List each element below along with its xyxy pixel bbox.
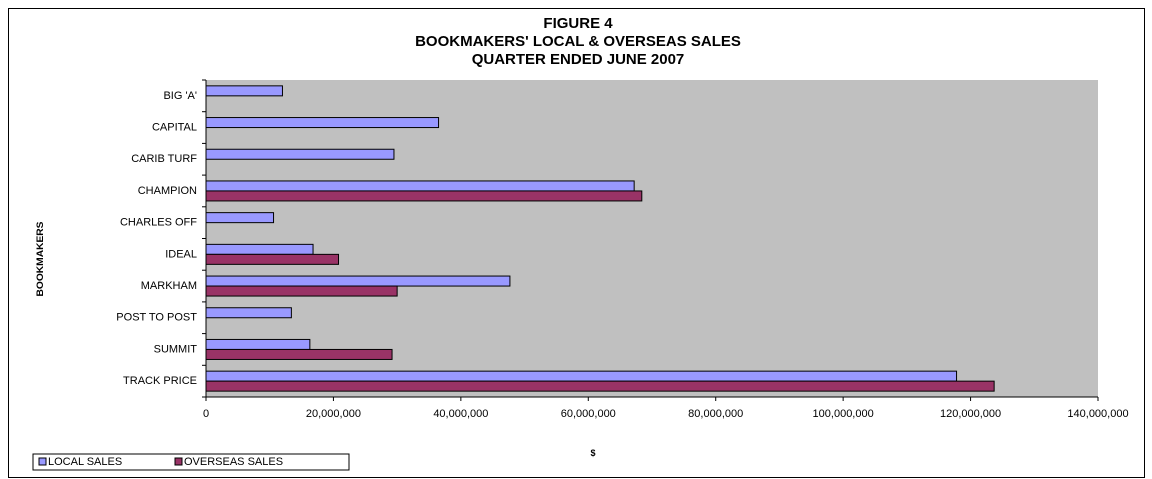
chart-title-line-3: QUARTER ENDED JUNE 2007	[472, 51, 685, 68]
y-axis-title: BOOKMAKERS	[35, 222, 45, 297]
category-label: CAPITAL	[152, 121, 197, 133]
x-tick-label: 120,000,000	[940, 408, 1001, 420]
x-tick-label: 20,000,000	[306, 408, 361, 420]
chart-title-line-2: BOOKMAKERS' LOCAL & OVERSEAS SALES	[415, 33, 741, 50]
bar-local-6	[205, 275, 511, 287]
legend-label-overseas: OVERSEAS SALES	[184, 456, 283, 468]
bar-local-5	[205, 243, 314, 255]
y-axis: BIG 'A' CAPITAL CARIB TURF CHAMPION CHARLES …	[116, 79, 207, 398]
bar-overseas-6	[205, 285, 398, 297]
bars-group	[205, 85, 995, 392]
x-tick-label: 80,000,000	[688, 408, 743, 420]
bar-local-7	[205, 307, 292, 319]
category-label: IDEAL	[165, 248, 197, 260]
category-label: SUMMIT	[154, 343, 198, 355]
category-label: BIG 'A'	[163, 90, 197, 102]
category-label: CHAMPION	[138, 185, 197, 197]
bar-local-8	[205, 338, 311, 350]
chart-title-line-1: FIGURE 4	[543, 15, 613, 32]
x-tick-label: 60,000,000	[561, 408, 616, 420]
chart-title: FIGURE 4 BOOKMAKERS' LOCAL & OVERSEAS SA…	[415, 15, 741, 68]
bar-overseas-9	[205, 380, 995, 392]
x-tick-label: 0	[203, 408, 209, 420]
category-label: CHARLES OFF	[120, 217, 197, 229]
category-label: MARKHAM	[141, 280, 197, 292]
bar-overseas-3	[205, 190, 643, 202]
category-label: TRACK PRICE	[123, 375, 197, 387]
legend: LOCAL SALES OVERSEAS SALES	[32, 453, 350, 471]
x-axis-title: $	[590, 448, 595, 458]
x-tick-label: 40,000,000	[433, 408, 488, 420]
category-label: POST TO POST	[116, 312, 197, 324]
chart-svg: FIGURE 4 BOOKMAKERS' LOCAL & OVERSEAS SA…	[32, 15, 1129, 471]
legend-label-local: LOCAL SALES	[48, 456, 122, 468]
bar-overseas-8	[205, 348, 393, 360]
bar-local-3	[205, 180, 635, 192]
bar-local-9	[205, 370, 958, 382]
x-tick-label: 100,000,000	[813, 408, 874, 420]
bar-local-4	[205, 212, 275, 224]
plot-area	[206, 80, 1098, 397]
bar-overseas-5	[205, 253, 340, 265]
chart-frame: FIGURE 4 BOOKMAKERS' LOCAL & OVERSEAS SA…	[8, 8, 1145, 478]
category-label: CARIB TURF	[131, 153, 197, 165]
bar-local-1	[205, 117, 440, 129]
x-tick-label: 140,000,000	[1067, 408, 1128, 420]
legend-swatch-local	[38, 457, 47, 466]
legend-swatch-overseas	[174, 457, 183, 466]
bar-local-2	[205, 148, 395, 160]
bar-local-0	[205, 85, 283, 97]
x-axis: 0 20,000,000 40,000,000 60,000,000 80,000,00…	[203, 396, 1129, 420]
